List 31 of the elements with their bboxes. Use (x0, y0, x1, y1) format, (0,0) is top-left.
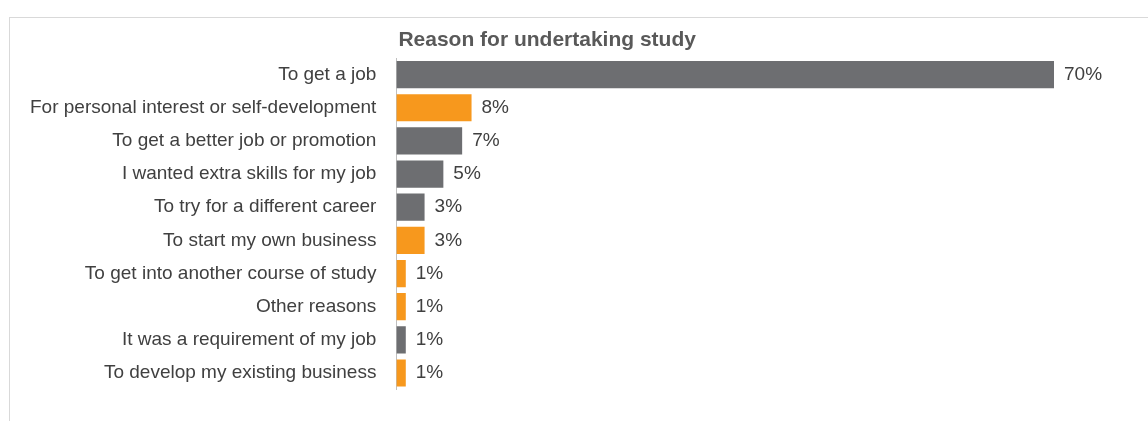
y-tick-label: To get a better job or promotion (112, 129, 377, 151)
chart-title: Reason for undertaking study (398, 26, 697, 50)
data-label: 70% (1064, 62, 1103, 84)
y-tick-label: Other reasons (255, 294, 377, 316)
y-tick-label: To get a job (278, 62, 377, 84)
y-tick-label: To get into another course of study (84, 261, 377, 283)
y-tick-label: For personal interest or self-development (30, 95, 378, 117)
bar (396, 60, 1054, 89)
data-label: 3% (434, 195, 463, 217)
bar (396, 326, 406, 354)
bar (396, 226, 425, 254)
data-label: 7% (472, 129, 500, 151)
bar (396, 359, 406, 387)
y-tick-label: It was a requirement of my job (121, 328, 377, 350)
bar (396, 94, 472, 122)
bar (396, 160, 444, 188)
bar (396, 259, 406, 288)
data-label: 1% (415, 261, 444, 283)
bar (396, 127, 463, 155)
data-label: 1% (415, 294, 444, 316)
data-label: 8% (481, 95, 510, 117)
data-label: 1% (415, 361, 444, 383)
data-label: 3% (434, 228, 463, 250)
y-tick-label: To develop my existing business (103, 361, 377, 383)
data-label: 1% (415, 328, 444, 350)
y-tick-label: To start my own business (163, 228, 377, 250)
y-tick-label: To try for a different career (153, 195, 378, 217)
data-label: 5% (453, 162, 481, 184)
bar (396, 193, 425, 221)
bar (396, 293, 406, 321)
y-tick-label: I wanted extra skills for my job (121, 162, 377, 184)
